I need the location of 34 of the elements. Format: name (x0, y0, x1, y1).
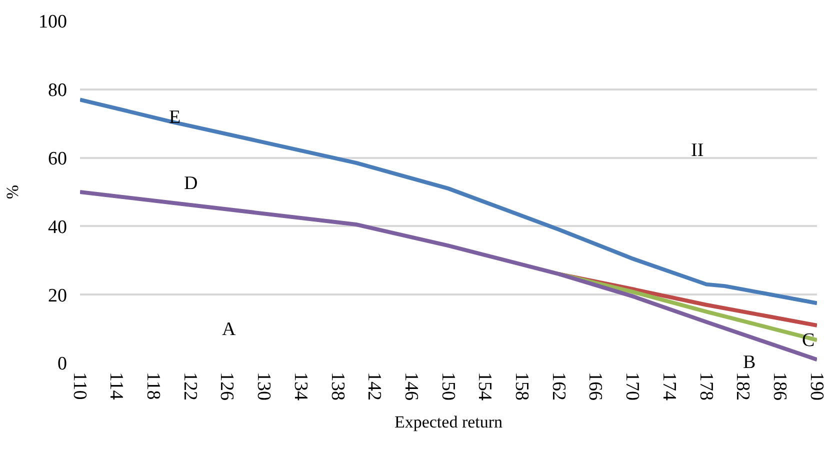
x-tick-label: 122 (179, 372, 200, 400)
x-axis-title: Expected return (394, 412, 504, 432)
annotation: II (691, 140, 704, 161)
y-tick-label: 100 (38, 12, 67, 33)
y-tick-label: 80 (48, 80, 67, 102)
y-tick-label: 40 (48, 216, 67, 238)
x-tick-label: 186 (768, 372, 790, 400)
x-tick-label: 174 (658, 372, 680, 401)
x-tick-label: 126 (216, 372, 238, 400)
x-tick-label: 146 (400, 372, 422, 400)
x-tick-label: 178 (695, 372, 716, 400)
x-tick-label: 114 (106, 372, 127, 400)
x-tick-label: 142 (364, 372, 385, 400)
line-series (80, 98, 817, 306)
x-tick-label: 154 (474, 372, 496, 401)
x-tick-label: 138 (326, 372, 348, 400)
x-tick-label: 118 (142, 372, 164, 400)
x-tick-label: 190 (806, 372, 827, 400)
x-tick-label: 182 (732, 372, 754, 400)
x-tick-label: 150 (437, 372, 458, 400)
y-tick-label: 0 (58, 354, 67, 375)
y-tick-label: 20 (48, 285, 67, 306)
y-tick-label: 60 (48, 148, 67, 170)
x-tick-label: 110 (68, 372, 90, 400)
annotation: B (743, 352, 756, 373)
x-tick-label: 158 (511, 372, 532, 400)
x-tick-label: 170 (622, 372, 643, 400)
x-tick-label: 162 (548, 372, 569, 400)
annotation: D (184, 173, 198, 194)
x-tick-label: 130 (253, 372, 274, 400)
x-tick-label: 134 (290, 372, 311, 401)
y-axis-title: % (3, 184, 22, 200)
x-tick-label: 166 (584, 372, 606, 400)
annotation: A (222, 319, 236, 340)
